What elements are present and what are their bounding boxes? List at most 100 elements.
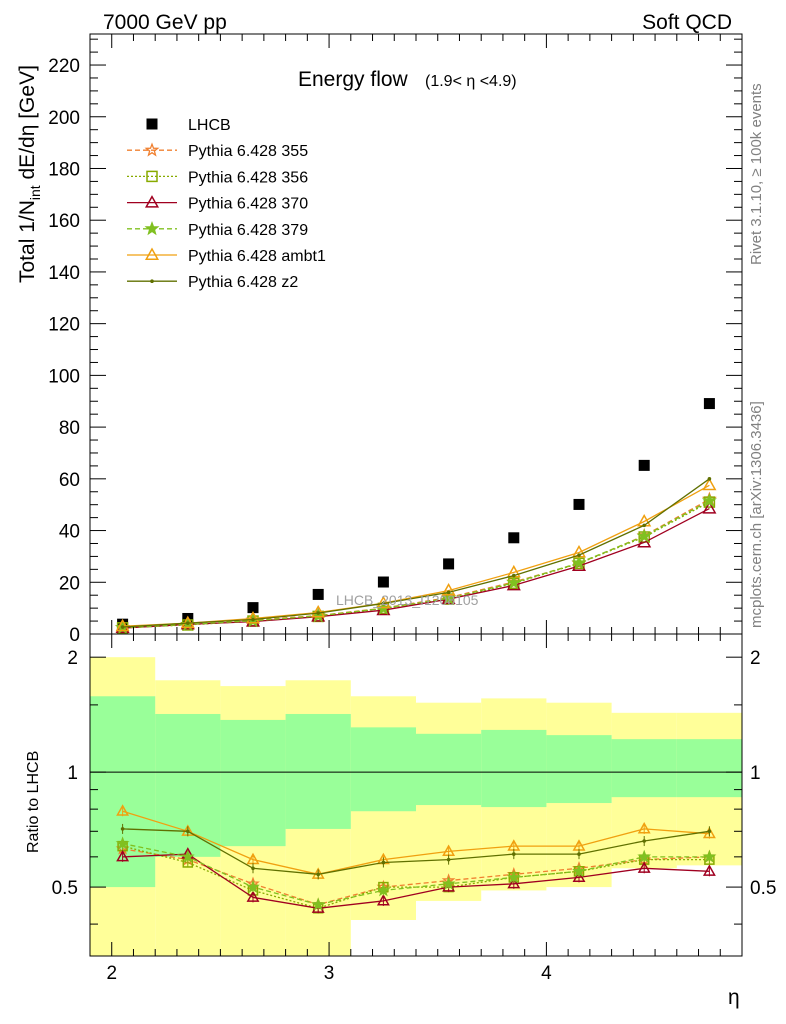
mc-point <box>311 605 326 618</box>
mc-point <box>446 590 451 595</box>
legend-marker <box>144 220 160 236</box>
mc-point <box>506 574 522 590</box>
ratio-y-tick-label-right: 2 <box>750 648 761 669</box>
mc-point <box>115 618 130 632</box>
chart-title: Energy flow <box>298 68 409 91</box>
ratio-line <box>122 842 710 906</box>
ratio-point <box>637 849 652 863</box>
y-tick-label: 200 <box>48 108 80 129</box>
legend-label: Pythia 6.428 z2 <box>188 274 298 291</box>
mc-point <box>637 534 652 548</box>
legend-marker <box>146 170 158 183</box>
y-tick-label: 20 <box>59 573 80 594</box>
legend-marker <box>144 247 160 260</box>
mc-point <box>441 590 457 605</box>
ratio-point <box>316 872 321 877</box>
series-group <box>116 496 716 634</box>
ratio-point <box>116 849 130 862</box>
legend-label: Pythia 6.428 370 <box>188 196 308 213</box>
mc-point <box>702 477 717 491</box>
ratio-point <box>642 839 646 843</box>
legend-label: Pythia 6.428 355 <box>188 143 308 160</box>
ratio-point <box>311 897 326 911</box>
y-tick-label: 60 <box>59 470 80 491</box>
y-tick-label: 220 <box>48 56 80 77</box>
mc-point <box>180 615 195 629</box>
legend-item: LHCB <box>146 117 231 134</box>
ratio-point <box>637 861 651 873</box>
y-tick-label: 0 <box>69 625 80 646</box>
legend-label: Pythia 6.428 356 <box>188 169 308 186</box>
mc-point <box>251 617 255 622</box>
green-band-bin <box>416 733 482 806</box>
mc-point <box>186 621 190 625</box>
ratio-y-tick-label: 2 <box>67 648 78 669</box>
ratio-series <box>115 836 717 911</box>
ratio-point <box>251 866 255 871</box>
y-tick-label: 100 <box>48 366 80 387</box>
data-point <box>443 558 455 570</box>
mc-point <box>707 477 712 481</box>
series-line <box>122 501 710 629</box>
ratio-point <box>702 864 716 876</box>
legend-item: Pythia 6.428 z2 <box>127 274 298 291</box>
y-label-main: Total 1/N <box>16 200 39 283</box>
x-tick-label: 4 <box>541 963 552 984</box>
green-band-bin <box>220 719 286 847</box>
ratio-point <box>246 879 260 894</box>
mc-point <box>636 528 652 543</box>
mc-point <box>245 610 261 624</box>
data-point <box>703 398 715 410</box>
ratio-point <box>512 852 516 856</box>
data-point <box>312 588 324 600</box>
series-group <box>115 491 717 634</box>
legend-item: Pythia 6.428 ambt1 <box>127 247 326 265</box>
ratio-point <box>381 860 386 865</box>
ratio-y-tick-label-right: 0.5 <box>750 878 776 899</box>
y-tick-label: 160 <box>48 211 80 232</box>
ratio-line <box>122 853 710 909</box>
ratio-point <box>572 870 586 883</box>
ratio-point <box>507 876 521 889</box>
y-label-tail: dE/dη [GeV] <box>16 65 39 185</box>
green-band-bin <box>481 729 547 808</box>
data-point <box>508 532 520 544</box>
chart-title-range: (1.9< η <4.9) <box>425 73 517 90</box>
ratio-point <box>446 857 451 862</box>
mc-point <box>381 601 386 606</box>
ratio-series <box>120 823 712 880</box>
series-group <box>115 492 717 634</box>
ratio-point <box>180 849 195 863</box>
mc-point <box>642 523 646 528</box>
green-band-bin <box>285 713 351 829</box>
legend-label: Pythia 6.428 379 <box>188 222 308 239</box>
y-tick-label: 140 <box>48 263 80 284</box>
x-axis-label: η <box>728 986 740 1009</box>
upper-y-axis-label: Total 1/Nint dE/dη [GeV] <box>16 65 43 283</box>
header-left-label: 7000 GeV pp <box>103 11 227 34</box>
ratio-y-axis-label: Ratio to LHCB <box>25 751 42 853</box>
legend-item: Pythia 6.428 356 <box>127 169 308 186</box>
ratio-point <box>577 852 581 856</box>
y-tick-label: 120 <box>48 315 80 336</box>
mc-point <box>702 501 717 514</box>
mc-point <box>512 573 516 578</box>
ratio-point <box>637 822 651 834</box>
green-band-bin <box>676 739 742 798</box>
data-point <box>377 576 389 588</box>
green-band-bin <box>611 739 677 798</box>
y-tick-label: 180 <box>48 159 80 180</box>
series-group <box>120 477 712 629</box>
ratio-point <box>246 890 260 902</box>
ratio-y-tick-label: 1 <box>67 763 78 784</box>
ratio-point <box>376 883 391 897</box>
ratio-y-tick-label-right: 1 <box>750 763 761 784</box>
mc-point <box>571 555 587 570</box>
ratio-point <box>116 804 130 816</box>
mc-point <box>376 595 391 609</box>
ratio-y-tick-label: 0.5 <box>52 878 78 899</box>
ratio-line <box>122 828 710 875</box>
ratio-point <box>702 826 716 839</box>
